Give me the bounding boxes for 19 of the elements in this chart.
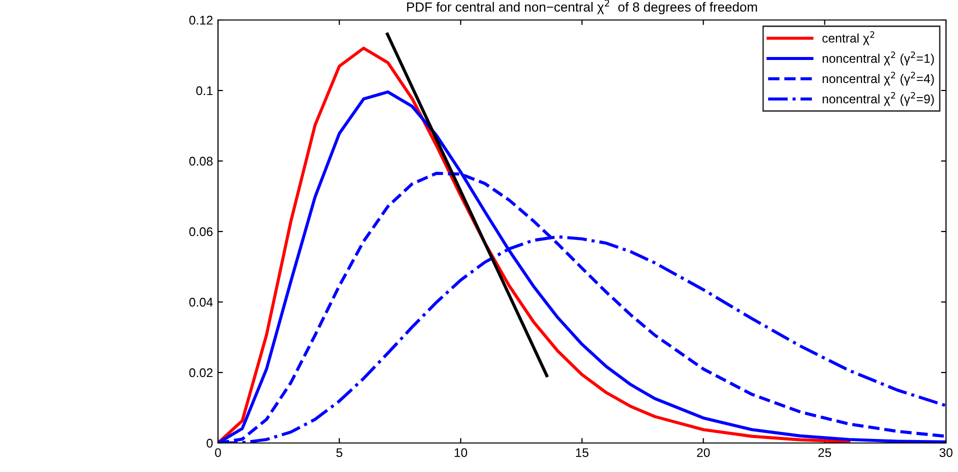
x-tick-label: 30 xyxy=(940,448,952,458)
y-tick-label: 0.02 xyxy=(189,368,213,378)
x-tick-label: 15 xyxy=(576,448,588,458)
x-tick-label: 0 xyxy=(215,448,221,458)
y-tick-label: 0.04 xyxy=(189,298,213,307)
x-tick-label: 10 xyxy=(454,448,468,458)
x-tick-label: 25 xyxy=(818,448,832,458)
y-tick-label: 0.1 xyxy=(196,86,213,96)
legend-label: noncentral χ$^{2}$ (γ$^{2}$=4) xyxy=(822,72,934,86)
x-tick-label: 5 xyxy=(336,448,342,458)
chart-title: PDF for central and non−central χ$^{2}$ of 8 degrees of freedom xyxy=(407,0,757,14)
legend-label: noncentral χ$^{2}$ (γ$^{2}$=1) xyxy=(822,52,934,66)
y-tick-label: 0.08 xyxy=(189,156,213,166)
y-tick-label: 0.06 xyxy=(189,227,213,236)
y-tick-label: 0.12 xyxy=(189,16,213,25)
x-tick-label: 20 xyxy=(697,448,710,458)
legend-label: noncentral χ$^{2}$ (γ$^{2}$=9) xyxy=(822,92,934,106)
y-tick-label: 0 xyxy=(206,438,213,448)
legend-label: central χ$^{2}$ xyxy=(822,31,874,46)
